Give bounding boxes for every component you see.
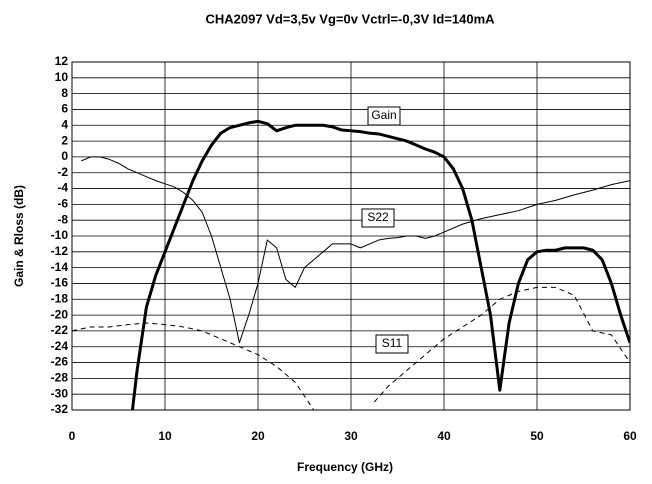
chart-title: CHA2097 Vd=3,5v Vg=0v Vctrl=-0,3V Id=140… [205,11,495,26]
x-tick-label: 0 [69,429,76,443]
y-tick-label: 10 [55,70,69,84]
x-tick-label: 60 [623,429,637,443]
y-tick-label: 4 [61,117,68,131]
y-tick-label: 12 [55,54,69,68]
series-line [81,156,630,344]
y-tick-label: -30 [51,386,69,400]
y-tick-label: 8 [61,86,68,100]
series-label-box [361,208,395,228]
y-tick-label: -12 [51,244,69,258]
x-tick-label: 10 [158,429,172,443]
y-tick-label: -8 [57,212,68,226]
x-tick-label: 50 [530,429,544,443]
y-tick-label: 0 [61,149,68,163]
x-axis-label: Frequency (GHz) [297,460,393,474]
y-tick-label: -26 [51,355,69,369]
y-tick-label: -10 [51,228,69,242]
series-label: S22 [367,210,389,224]
plot-area [72,119,630,410]
series-label-box [375,334,409,354]
series-line [72,286,630,410]
y-tick-label: -24 [51,339,69,353]
series-label-box [367,106,401,126]
y-tick-label: -28 [51,371,69,385]
y-tick-label: -4 [57,181,68,195]
y-tick-label: -18 [51,291,69,305]
y-tick-label: -2 [57,165,68,179]
y-tick-label: -14 [51,260,69,274]
series-line [130,119,630,410]
x-tick-label: 20 [251,429,265,443]
y-tick-label: -32 [51,402,69,416]
x-tick-label: 30 [344,429,358,443]
y-tick-label: -16 [51,276,69,290]
y-tick-label: -22 [51,323,69,337]
y-tick-label: -6 [57,197,68,211]
series-label: S11 [382,336,403,350]
y-tick-label: -20 [51,307,69,321]
y-axis-label: Gain & Rloss (dB) [12,185,26,287]
plot-border [71,61,631,411]
series-label: Gain [371,108,396,122]
y-tick-label: 2 [61,133,68,147]
x-tick-label: 40 [437,429,451,443]
y-tick-label: 6 [61,102,68,116]
